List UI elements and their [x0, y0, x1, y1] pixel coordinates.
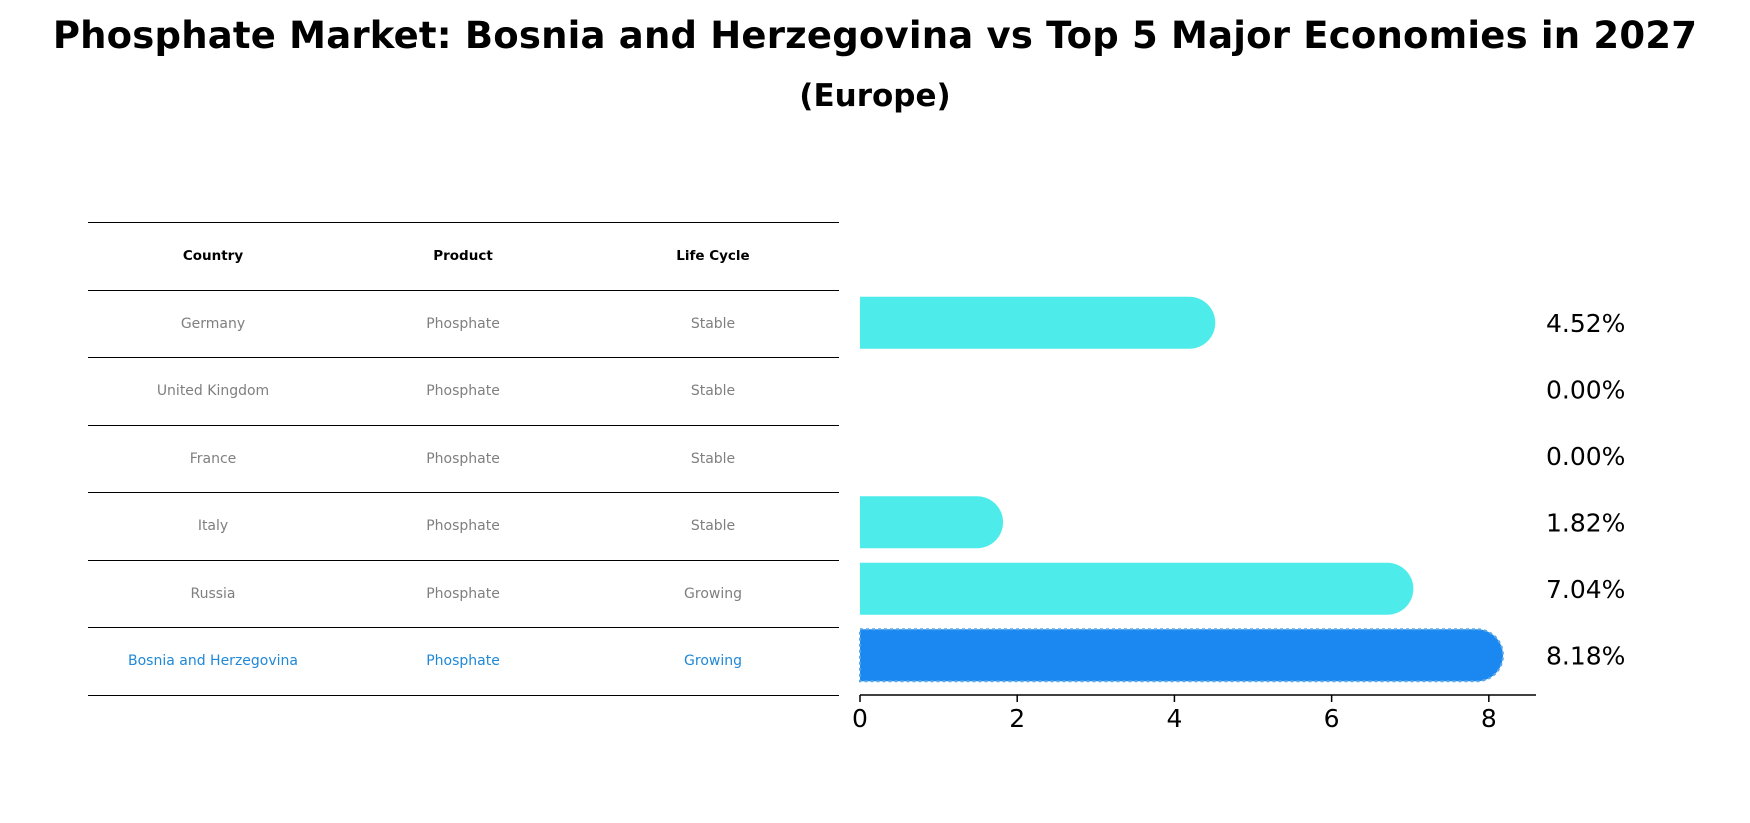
cell-life-cycle: Growing — [684, 653, 742, 670]
cell-product: Phosphate — [426, 450, 500, 467]
table-row: France Phosphate Stable — [88, 424, 839, 493]
bar-italy — [860, 496, 1004, 549]
table-row: Germany Phosphate Stable — [88, 289, 839, 358]
value-label: 7.04% — [1546, 575, 1625, 604]
cell-country: Bosnia and Herzegovina — [128, 653, 298, 670]
cell-country: Russia — [190, 585, 236, 602]
x-tick-label: 6 — [1324, 704, 1340, 733]
bar-bosnia-and-herzegovina — [859, 628, 1504, 683]
cell-product: Phosphate — [426, 518, 500, 535]
header-product: Product — [433, 248, 493, 265]
chart-subtitle: (Europe) — [799, 78, 951, 114]
table-row: United Kingdom Phosphate Stable — [88, 357, 839, 425]
cell-country: Italy — [197, 518, 229, 535]
cell-product: Phosphate — [426, 383, 500, 400]
x-tick-label: 0 — [852, 704, 868, 733]
value-label: 4.52% — [1546, 309, 1625, 338]
x-tick-label: 4 — [1166, 704, 1182, 733]
table-row: Italy Phosphate Stable — [88, 492, 839, 560]
data-table: Country Product Life Cycle Germany Phosp… — [88, 222, 839, 696]
cell-life-cycle: Stable — [690, 450, 736, 467]
cell-country: France — [189, 450, 237, 467]
header-country: Country — [182, 248, 244, 265]
cell-life-cycle: Stable — [690, 383, 736, 400]
table-row-highlighted: Bosnia and Herzegovina Phosphate Growing — [88, 627, 839, 696]
value-label: 0.00% — [1546, 375, 1625, 404]
chart-title: Phosphate Market: Bosnia and Herzegovina… — [52, 14, 1698, 57]
cell-life-cycle: Growing — [684, 585, 742, 602]
cell-life-cycle: Stable — [690, 518, 736, 535]
cell-country: United Kingdom — [156, 383, 270, 400]
cell-product: Phosphate — [426, 585, 500, 602]
table-row: Russia Phosphate Growing — [88, 559, 839, 628]
header-life-cycle: Life Cycle — [676, 248, 750, 265]
bar-germany — [860, 296, 1216, 349]
table-header-row: Country Product Life Cycle — [88, 222, 839, 290]
cell-product: Phosphate — [426, 315, 500, 332]
value-label: 0.00% — [1546, 442, 1625, 471]
cell-country: Germany — [180, 315, 246, 332]
bar-russia — [860, 562, 1414, 615]
cell-life-cycle: Stable — [690, 315, 736, 332]
value-label: 8.18% — [1546, 641, 1625, 670]
cell-product: Phosphate — [426, 653, 500, 670]
x-tick-label: 8 — [1481, 704, 1497, 733]
x-tick-label: 2 — [1009, 704, 1025, 733]
value-label: 1.82% — [1546, 508, 1625, 537]
